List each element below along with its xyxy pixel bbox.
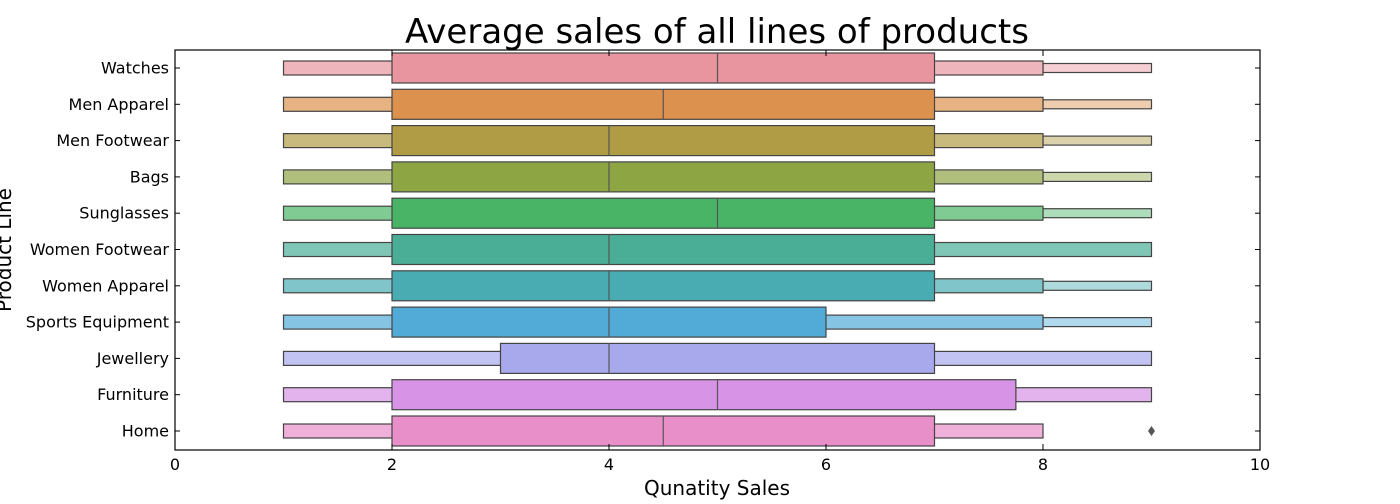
boxen-sunglasses <box>282 197 1153 229</box>
box-level-2 <box>1042 135 1153 146</box>
x-tick-label: 6 <box>821 455 831 474</box>
boxen-watches <box>282 52 1153 84</box>
box-level-2 <box>1042 208 1153 219</box>
boxen-home <box>282 415 1155 447</box>
x-tick-label: 8 <box>1038 455 1048 474</box>
boxen-jewellery <box>282 342 1153 374</box>
box-level-0 <box>391 161 936 193</box>
box-level-0 <box>391 379 1017 411</box>
boxen-men-apparel <box>282 88 1153 120</box>
box-level-2 <box>1042 317 1153 328</box>
y-tick-label: Jewellery <box>96 349 169 368</box>
box-level-0 <box>391 52 936 84</box>
x-tick-label: 4 <box>604 455 614 474</box>
box-level-0 <box>499 342 936 374</box>
y-tick-label: Sunglasses <box>79 204 169 223</box>
box-level-0 <box>391 197 936 229</box>
box-level-0 <box>391 270 936 302</box>
y-tick-label: Men Apparel <box>69 95 169 114</box>
box-level-2 <box>1042 99 1153 110</box>
box-level-2 <box>1042 62 1153 74</box>
x-tick-label: 0 <box>170 455 180 474</box>
box-level-2 <box>1042 280 1153 291</box>
x-axis-title: Qunatity Sales <box>644 476 790 500</box>
box-level-0 <box>391 124 936 157</box>
y-axis-title: Product Line <box>0 188 16 312</box>
box-level-2 <box>1042 171 1153 182</box>
boxen-women-apparel <box>282 270 1153 302</box>
box-level-0 <box>391 233 936 266</box>
x-tick-label: 10 <box>1250 455 1270 474</box>
y-tick-label: Women Footwear <box>30 240 170 259</box>
y-tick-label: Home <box>122 422 169 441</box>
chart-title: Average sales of all lines of products <box>405 12 1029 52</box>
outlier-point <box>1148 426 1155 436</box>
y-tick-label: Watches <box>101 59 169 78</box>
axes: Watches Men Apparel Men Footwear Bags Sungla… <box>26 50 1270 474</box>
y-tick-label: Sports Equipment <box>26 313 169 332</box>
boxen-women-footwear <box>282 233 1153 266</box>
boxen-sports-equipment <box>282 306 1153 338</box>
plot-area <box>282 52 1155 447</box>
boxen-bags <box>282 161 1153 193</box>
boxen-furniture <box>282 379 1153 411</box>
y-tick-label: Men Footwear <box>56 131 169 150</box>
y-tick-label: Bags <box>130 167 169 186</box>
boxen-men-footwear <box>282 124 1153 157</box>
y-tick-label: Furniture <box>97 385 169 404</box>
x-tick-label: 2 <box>387 455 397 474</box>
y-tick-label: Women Apparel <box>42 276 169 295</box>
